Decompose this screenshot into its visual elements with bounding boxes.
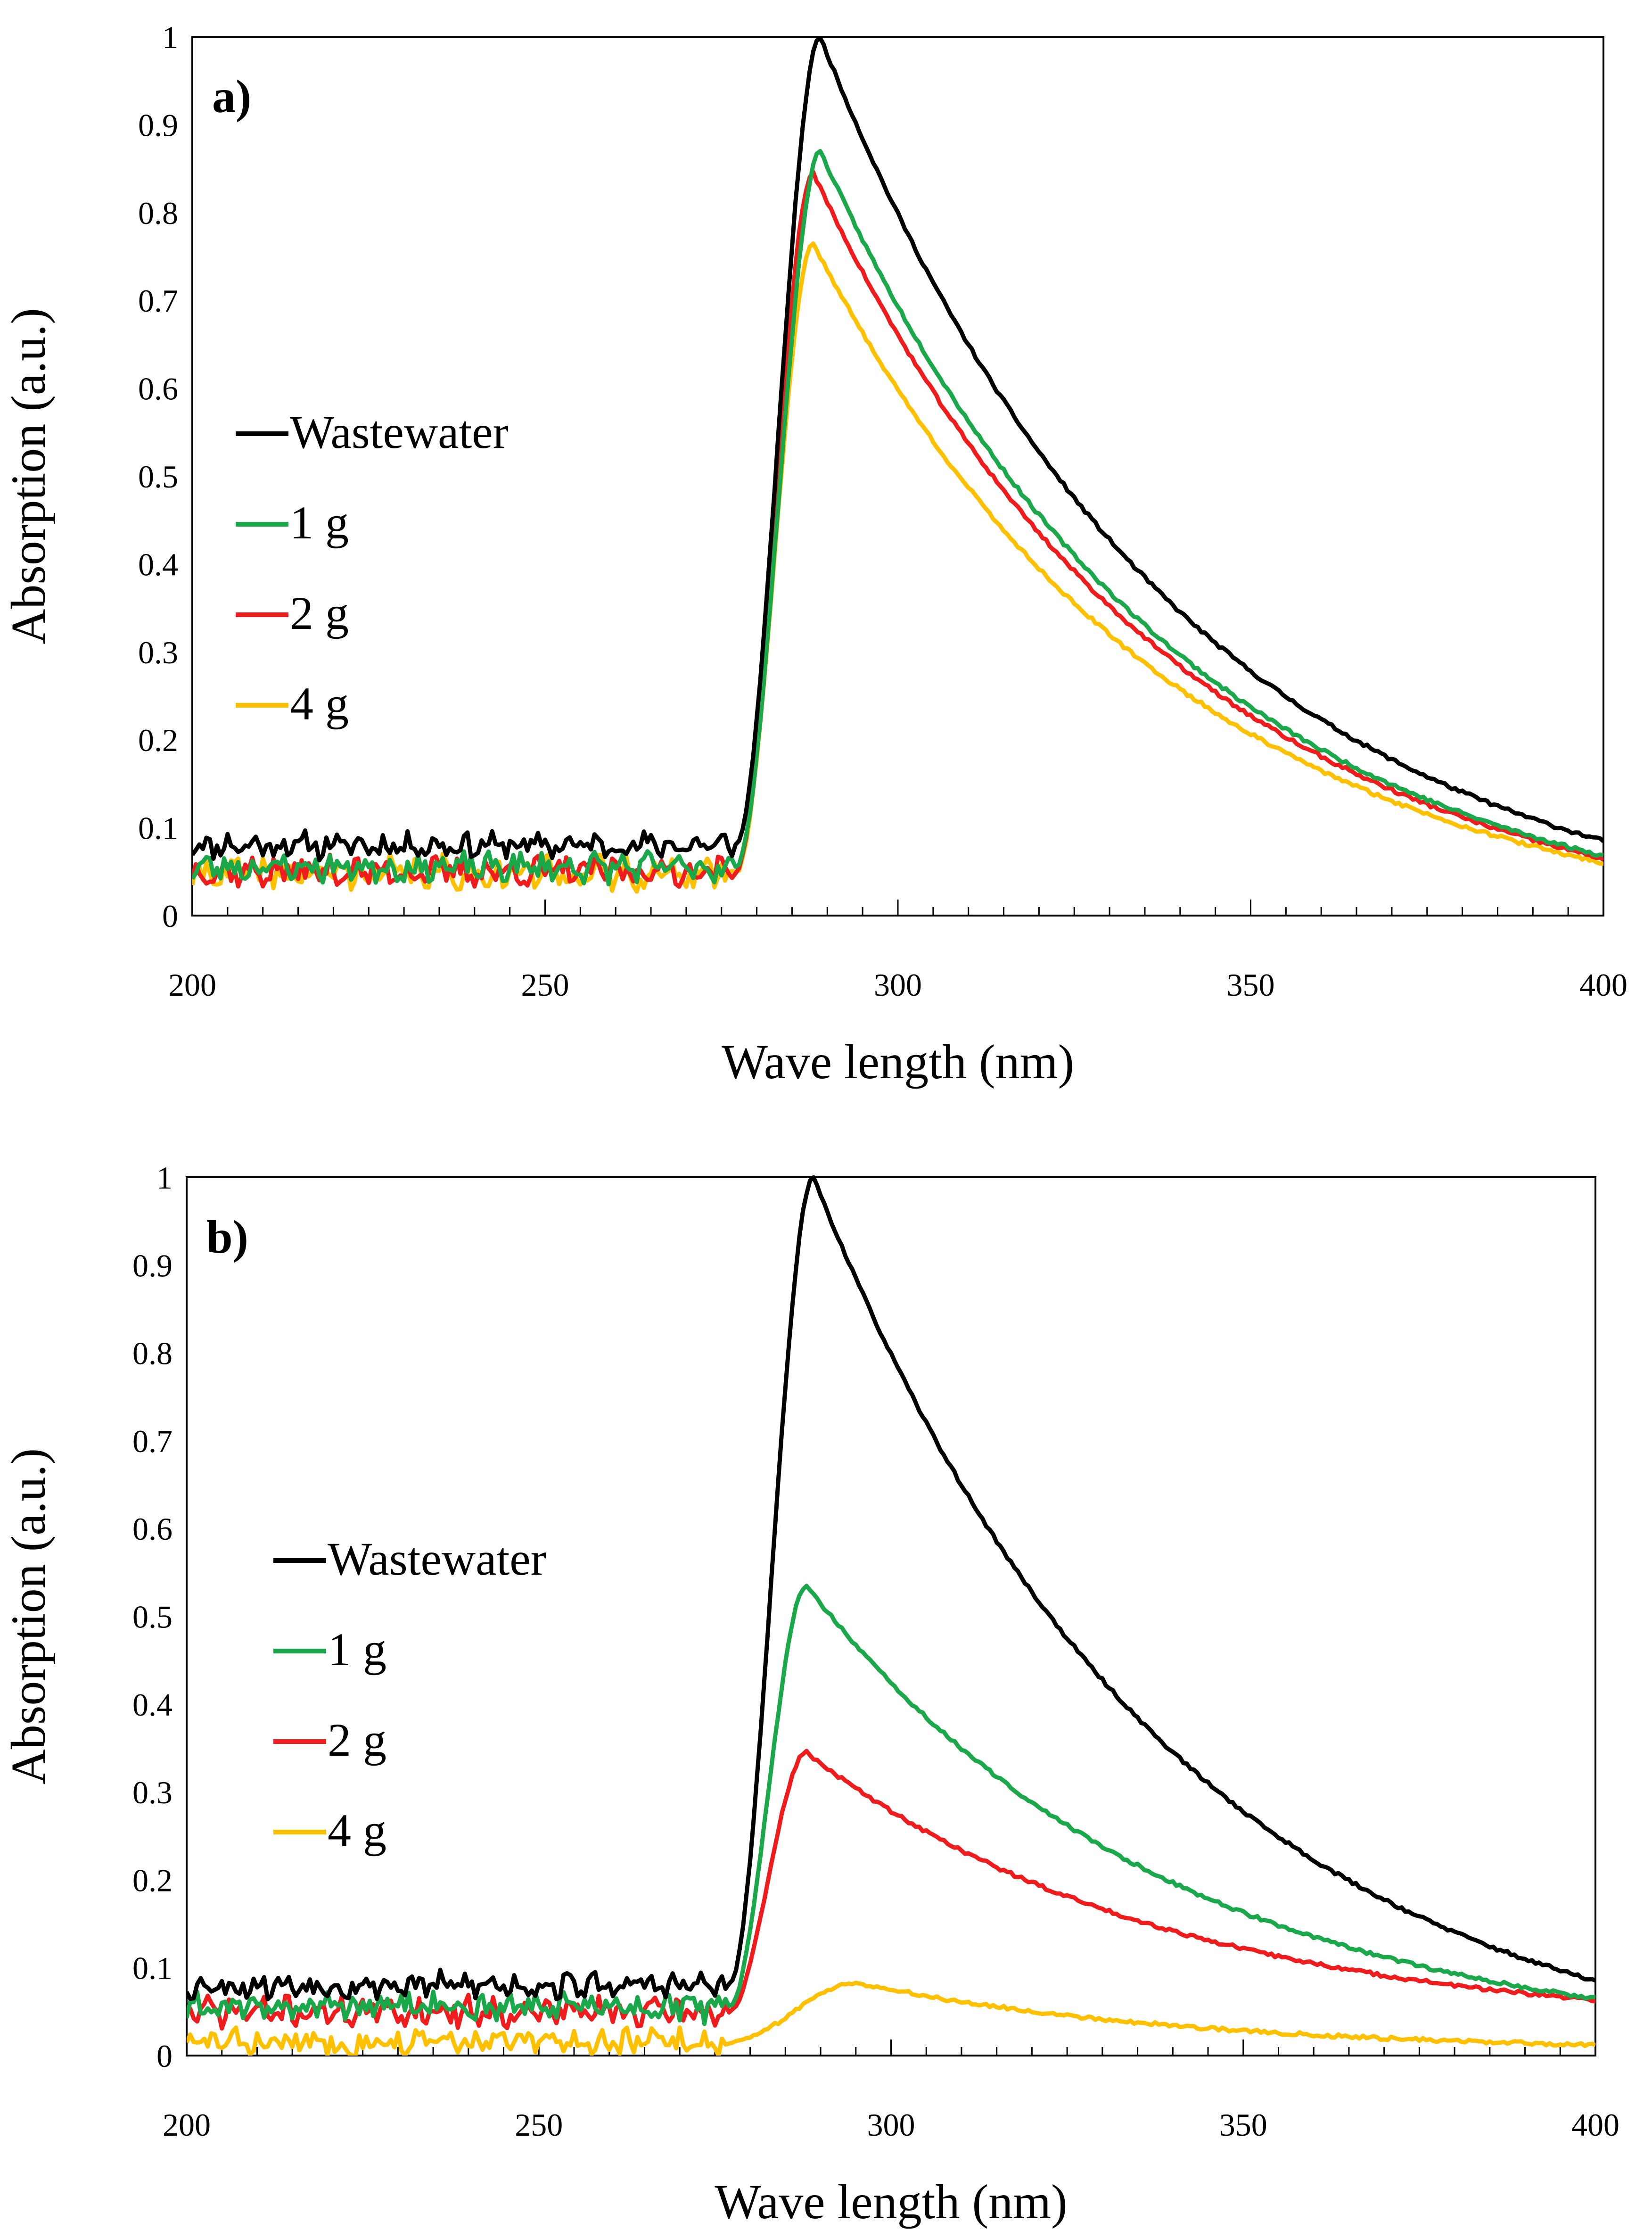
legend-label: 2 g — [328, 1714, 386, 1766]
series-line-2-g — [187, 1749, 1595, 2031]
y-tick-label: 0.8 — [138, 195, 178, 231]
series-line-wastewater — [187, 1175, 1595, 2002]
x-tick-label: 200 — [163, 2107, 211, 2143]
y-tick-label: 0.2 — [138, 722, 178, 758]
x-axis-title: Wave length (nm) — [715, 2175, 1067, 2229]
y-tick-label: 0.5 — [132, 1599, 173, 1635]
legend-label: 2 g — [290, 587, 349, 639]
x-tick-label: 250 — [515, 2107, 563, 2143]
x-axis-title: Wave length (nm) — [722, 1035, 1074, 1089]
legend-label: 4 g — [328, 1804, 386, 1857]
y-tick-label: 0.4 — [132, 1687, 173, 1723]
panel-label: a) — [212, 70, 251, 123]
y-tick-label: 0.2 — [132, 1862, 173, 1898]
legend-label: 4 g — [290, 677, 349, 730]
plot-frame — [186, 1176, 1596, 2056]
y-tick-label: 0.9 — [138, 107, 178, 143]
series-line-4-g — [187, 1981, 1595, 2056]
x-tick-label: 400 — [1571, 2107, 1619, 2143]
y-tick-label: 0.6 — [132, 1511, 173, 1547]
y-tick-label: 0.7 — [138, 283, 178, 319]
x-tick-label: 200 — [168, 967, 216, 1003]
y-tick-label: 0.1 — [138, 810, 178, 846]
x-tick-label: 250 — [521, 967, 569, 1003]
x-tick-label: 300 — [867, 2107, 915, 2143]
y-tick-label: 0.5 — [138, 459, 178, 495]
series-line-2-g — [192, 170, 1603, 889]
y-tick-label: 0.3 — [138, 635, 178, 670]
y-tick-label: 1 — [162, 19, 178, 55]
y-axis-title: Absorption (a.u.) — [1, 1448, 56, 1784]
legend-label: Wastewater — [290, 406, 509, 458]
y-tick-label: 0.7 — [132, 1423, 173, 1459]
y-axis-title: Absorption (a.u.) — [1, 308, 56, 644]
y-tick-label: 0.1 — [132, 1950, 173, 1986]
y-tick-label: 0.8 — [132, 1336, 173, 1371]
x-tick-label: 350 — [1227, 967, 1275, 1003]
series-line-wastewater — [192, 36, 1603, 863]
y-tick-label: 0.9 — [132, 1247, 173, 1283]
y-tick-label: 0 — [162, 898, 178, 934]
y-tick-label: 0.3 — [132, 1775, 173, 1810]
panel-label: b) — [206, 1211, 248, 1263]
y-tick-label: 0 — [156, 2038, 173, 2074]
y-tick-label: 1 — [156, 1160, 173, 1196]
series-line-4-g — [192, 241, 1603, 894]
series-line-1-g — [192, 149, 1603, 887]
x-tick-label: 350 — [1219, 2107, 1267, 2143]
y-tick-label: 0.4 — [138, 546, 178, 582]
x-tick-label: 300 — [874, 967, 922, 1003]
y-tick-label: 0.6 — [138, 371, 178, 407]
chart-panel-a: 200 250 300 350 400 0 0.1 0.2 0.3 0.4 0.5 0.6 0.7 0.8… — [1, 19, 1627, 1089]
chart-panel-b: 200 250 300 350 400 0 0.1 0.2 0.3 0.4 0.5 0.6 0.7 0.8… — [1, 1160, 1619, 2229]
x-tick-label: 400 — [1579, 967, 1627, 1003]
legend-label: 1 g — [290, 496, 349, 549]
legend-label: 1 g — [328, 1623, 386, 1676]
series-line-1-g — [187, 1584, 1595, 2026]
legend-label: Wastewater — [328, 1533, 546, 1585]
